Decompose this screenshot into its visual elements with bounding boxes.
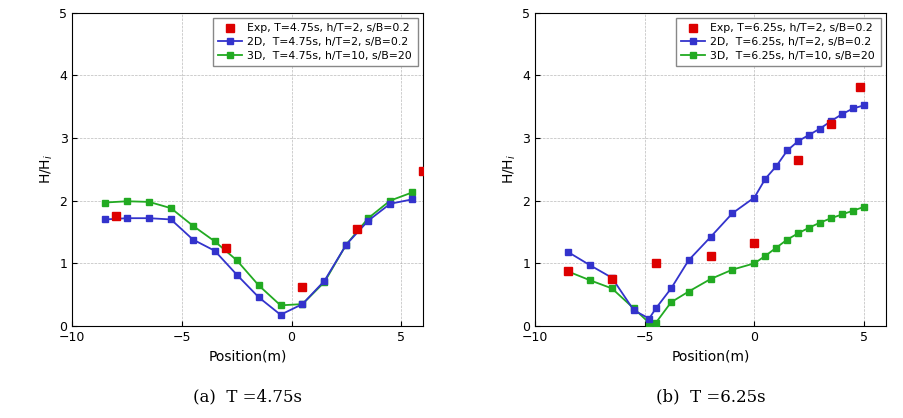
Text: (b)  T =6.25s: (b) T =6.25s [655,389,765,406]
3D,  T=6.25s, h/T=10, s/B=20 [847,208,858,213]
Legend: Exp, T=6.25s, h/T=2, s/B=0.2, 2D,  T=6.25s, h/T=2, s/B=0.2, 3D,  T=6.25s, h/T=10: Exp, T=6.25s, h/T=2, s/B=0.2, 2D, T=6.25… [675,18,880,66]
Exp, T=4.75s, h/T=2, s/B=0.2 [351,227,362,232]
Exp, T=6.25s, h/T=2, s/B=0.2 [749,241,759,246]
2D,  T=6.25s, h/T=2, s/B=0.2 [847,106,858,111]
3D,  T=6.25s, h/T=10, s/B=20 [792,231,803,236]
X-axis label: Position(m): Position(m) [671,349,749,364]
2D,  T=4.75s, h/T=2, s/B=0.2 [253,295,264,300]
2D,  T=6.25s, h/T=2, s/B=0.2 [704,234,715,240]
3D,  T=6.25s, h/T=10, s/B=20 [836,212,847,217]
Exp, T=6.25s, h/T=2, s/B=0.2 [562,269,573,274]
3D,  T=4.75s, h/T=10, s/B=20 [187,223,198,228]
2D,  T=6.25s, h/T=2, s/B=0.2 [803,132,814,137]
2D,  T=4.75s, h/T=2, s/B=0.2 [406,197,417,202]
2D,  T=6.25s, h/T=2, s/B=0.2 [683,257,694,263]
Y-axis label: H/H$_i$: H/H$_i$ [39,154,55,184]
2D,  T=4.75s, h/T=2, s/B=0.2 [319,278,330,283]
3D,  T=4.75s, h/T=10, s/B=20 [319,280,330,285]
3D,  T=6.25s, h/T=10, s/B=20 [726,267,737,272]
2D,  T=4.75s, h/T=2, s/B=0.2 [385,201,396,206]
3D,  T=6.25s, h/T=10, s/B=20 [649,320,660,325]
3D,  T=6.25s, h/T=10, s/B=20 [770,245,781,250]
2D,  T=6.25s, h/T=2, s/B=0.2 [562,250,573,255]
2D,  T=4.75s, h/T=2, s/B=0.2 [122,216,133,221]
2D,  T=6.25s, h/T=2, s/B=0.2 [858,103,869,108]
3D,  T=4.75s, h/T=10, s/B=20 [362,216,373,221]
2D,  T=6.25s, h/T=2, s/B=0.2 [628,308,638,313]
3D,  T=4.75s, h/T=10, s/B=20 [209,239,220,244]
3D,  T=4.75s, h/T=10, s/B=20 [406,190,417,195]
2D,  T=6.25s, h/T=2, s/B=0.2 [824,119,835,124]
3D,  T=6.25s, h/T=10, s/B=20 [759,253,770,258]
3D,  T=6.25s, h/T=10, s/B=20 [665,300,675,305]
2D,  T=4.75s, h/T=2, s/B=0.2 [275,312,285,317]
3D,  T=6.25s, h/T=10, s/B=20 [824,216,835,221]
3D,  T=4.75s, h/T=10, s/B=20 [275,303,285,308]
3D,  T=6.25s, h/T=10, s/B=20 [749,261,759,266]
Exp, T=6.25s, h/T=2, s/B=0.2 [704,253,715,258]
Exp, T=6.25s, h/T=2, s/B=0.2 [606,277,617,282]
Exp, T=4.75s, h/T=2, s/B=0.2 [220,245,231,250]
Y-axis label: H/H$_i$: H/H$_i$ [501,154,517,184]
Line: 3D,  T=6.25s, h/T=10, s/B=20: 3D, T=6.25s, h/T=10, s/B=20 [564,204,867,326]
Exp, T=6.25s, h/T=2, s/B=0.2 [792,157,803,162]
Text: (a)  T =4.75s: (a) T =4.75s [193,389,302,406]
3D,  T=6.25s, h/T=10, s/B=20 [643,320,654,325]
Line: Exp, T=6.25s, h/T=2, s/B=0.2: Exp, T=6.25s, h/T=2, s/B=0.2 [563,82,863,283]
2D,  T=4.75s, h/T=2, s/B=0.2 [231,272,242,277]
3D,  T=4.75s, h/T=10, s/B=20 [340,242,351,247]
3D,  T=4.75s, h/T=10, s/B=20 [297,302,308,307]
2D,  T=6.25s, h/T=2, s/B=0.2 [814,126,824,131]
3D,  T=4.75s, h/T=10, s/B=20 [231,257,242,263]
Legend: Exp, T=4.75s, h/T=2, s/B=0.2, 2D,  T=4.75s, h/T=2, s/B=0.2, 3D,  T=4.75s, h/T=10: Exp, T=4.75s, h/T=2, s/B=0.2, 2D, T=4.75… [212,18,417,66]
2D,  T=6.25s, h/T=2, s/B=0.2 [836,112,847,117]
3D,  T=4.75s, h/T=10, s/B=20 [99,200,110,205]
2D,  T=4.75s, h/T=2, s/B=0.2 [209,248,220,253]
3D,  T=4.75s, h/T=10, s/B=20 [385,198,396,203]
2D,  T=4.75s, h/T=2, s/B=0.2 [144,216,154,221]
2D,  T=6.25s, h/T=2, s/B=0.2 [770,164,781,169]
2D,  T=6.25s, h/T=2, s/B=0.2 [665,286,675,291]
2D,  T=6.25s, h/T=2, s/B=0.2 [749,195,759,200]
3D,  T=6.25s, h/T=10, s/B=20 [628,306,638,311]
3D,  T=6.25s, h/T=10, s/B=20 [781,237,792,242]
2D,  T=4.75s, h/T=2, s/B=0.2 [297,302,308,307]
Line: 3D,  T=4.75s, h/T=10, s/B=20: 3D, T=4.75s, h/T=10, s/B=20 [102,189,415,309]
3D,  T=6.25s, h/T=10, s/B=20 [814,220,824,225]
3D,  T=4.75s, h/T=10, s/B=20 [253,283,264,288]
3D,  T=6.25s, h/T=10, s/B=20 [562,269,573,274]
3D,  T=6.25s, h/T=10, s/B=20 [858,204,869,209]
2D,  T=6.25s, h/T=2, s/B=0.2 [792,139,803,144]
2D,  T=6.25s, h/T=2, s/B=0.2 [781,148,792,153]
Line: 2D,  T=4.75s, h/T=2, s/B=0.2: 2D, T=4.75s, h/T=2, s/B=0.2 [102,196,415,318]
3D,  T=4.75s, h/T=10, s/B=20 [144,199,154,204]
3D,  T=6.25s, h/T=10, s/B=20 [704,277,715,282]
Exp, T=6.25s, h/T=2, s/B=0.2 [649,261,660,266]
Exp, T=4.75s, h/T=2, s/B=0.2 [110,214,121,219]
Exp, T=4.75s, h/T=2, s/B=0.2 [297,285,308,290]
Exp, T=4.75s, h/T=2, s/B=0.2 [417,168,428,174]
3D,  T=4.75s, h/T=10, s/B=20 [122,199,133,204]
2D,  T=4.75s, h/T=2, s/B=0.2 [187,237,198,242]
2D,  T=4.75s, h/T=2, s/B=0.2 [340,242,351,247]
2D,  T=6.25s, h/T=2, s/B=0.2 [726,211,737,216]
3D,  T=6.25s, h/T=10, s/B=20 [606,286,617,291]
3D,  T=4.75s, h/T=10, s/B=20 [165,206,176,211]
2D,  T=6.25s, h/T=2, s/B=0.2 [606,275,617,280]
Exp, T=6.25s, h/T=2, s/B=0.2 [824,122,835,127]
2D,  T=6.25s, h/T=2, s/B=0.2 [649,306,660,311]
X-axis label: Position(m): Position(m) [209,349,286,364]
3D,  T=6.25s, h/T=10, s/B=20 [683,289,694,294]
2D,  T=4.75s, h/T=2, s/B=0.2 [165,217,176,222]
Exp, T=6.25s, h/T=2, s/B=0.2 [853,84,864,89]
3D,  T=6.25s, h/T=10, s/B=20 [803,225,814,230]
2D,  T=6.25s, h/T=2, s/B=0.2 [584,263,595,268]
2D,  T=6.25s, h/T=2, s/B=0.2 [759,176,770,181]
2D,  T=4.75s, h/T=2, s/B=0.2 [362,218,373,223]
2D,  T=6.25s, h/T=2, s/B=0.2 [643,316,654,321]
Line: Exp, T=4.75s, h/T=2, s/B=0.2: Exp, T=4.75s, h/T=2, s/B=0.2 [112,167,427,291]
2D,  T=4.75s, h/T=2, s/B=0.2 [99,217,110,222]
Line: 2D,  T=6.25s, h/T=2, s/B=0.2: 2D, T=6.25s, h/T=2, s/B=0.2 [564,102,867,322]
3D,  T=6.25s, h/T=10, s/B=20 [584,278,595,283]
